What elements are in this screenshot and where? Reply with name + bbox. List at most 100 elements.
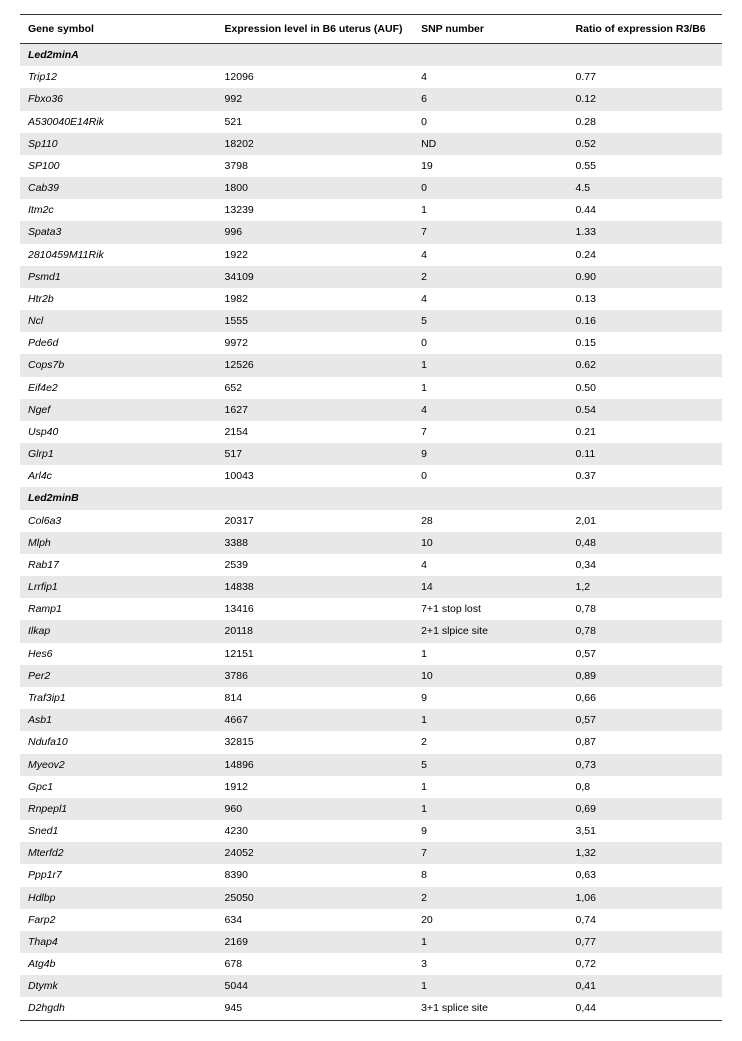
cell-snp: 5 — [413, 310, 567, 332]
table-row: 2810459M11Rik192240.24 — [20, 244, 722, 266]
cell-expression: 10043 — [217, 465, 414, 487]
cell-gene: Hes6 — [20, 643, 217, 665]
cell-gene: Ramp1 — [20, 598, 217, 620]
cell-snp: 7 — [413, 221, 567, 243]
table-row: Sp11018202ND0.52 — [20, 133, 722, 155]
cell-snp: 1 — [413, 931, 567, 953]
cell-expression: 521 — [217, 111, 414, 133]
table-row: Trip121209640.77 — [20, 66, 722, 88]
cell-expression: 14838 — [217, 576, 414, 598]
cell-expression: 678 — [217, 953, 414, 975]
cell-expression: 18202 — [217, 133, 414, 155]
table-row: Farp2634200,74 — [20, 909, 722, 931]
section-title: Led2minA — [20, 44, 722, 67]
cell-snp: 20 — [413, 909, 567, 931]
table-row: Hdlbp2505021,06 — [20, 887, 722, 909]
cell-gene: Ngef — [20, 399, 217, 421]
table-row: Dtymk504410,41 — [20, 975, 722, 997]
cell-gene: Rab17 — [20, 554, 217, 576]
cell-ratio: 0.90 — [568, 266, 722, 288]
cell-snp: 3+1 splice site — [413, 997, 567, 1020]
table-row: Itm2c1323910.44 — [20, 199, 722, 221]
table-row: Thap4216910,77 — [20, 931, 722, 953]
cell-gene: Farp2 — [20, 909, 217, 931]
cell-gene: Ilkap — [20, 620, 217, 642]
table-row: Traf3ip181490,66 — [20, 687, 722, 709]
cell-snp: 2 — [413, 731, 567, 753]
cell-gene: Hdlbp — [20, 887, 217, 909]
cell-gene: Ncl — [20, 310, 217, 332]
cell-gene: Traf3ip1 — [20, 687, 217, 709]
cell-gene: 2810459M11Rik — [20, 244, 217, 266]
table-row: Fbxo3699260.12 — [20, 88, 722, 110]
table-body: Led2minATrip121209640.77Fbxo3699260.12A5… — [20, 44, 722, 1021]
cell-snp: 2+1 slpice site — [413, 620, 567, 642]
cell-ratio: 0,73 — [568, 754, 722, 776]
cell-snp: 3 — [413, 953, 567, 975]
cell-snp: 7+1 stop lost — [413, 598, 567, 620]
cell-ratio: 0.50 — [568, 377, 722, 399]
cell-expression: 12096 — [217, 66, 414, 88]
cell-snp: 28 — [413, 510, 567, 532]
cell-ratio: 1,2 — [568, 576, 722, 598]
cell-expression: 25050 — [217, 887, 414, 909]
cell-ratio: 0,78 — [568, 598, 722, 620]
cell-ratio: 2,01 — [568, 510, 722, 532]
cell-gene: Rnpepl1 — [20, 798, 217, 820]
cell-snp: 1 — [413, 975, 567, 997]
cell-gene: Ndufa10 — [20, 731, 217, 753]
cell-expression: 4230 — [217, 820, 414, 842]
table-row: Rab17253940,34 — [20, 554, 722, 576]
cell-snp: 0 — [413, 111, 567, 133]
table-row: Psmd13410920.90 — [20, 266, 722, 288]
section-row: Led2minA — [20, 44, 722, 67]
col-snp: SNP number — [413, 15, 567, 44]
table-row: Pde6d997200.15 — [20, 332, 722, 354]
cell-ratio: 0,89 — [568, 665, 722, 687]
table-row: Atg4b67830,72 — [20, 953, 722, 975]
cell-expression: 517 — [217, 443, 414, 465]
cell-snp: 10 — [413, 532, 567, 554]
cell-gene: Asb1 — [20, 709, 217, 731]
cell-gene: Sned1 — [20, 820, 217, 842]
cell-expression: 996 — [217, 221, 414, 243]
cell-snp: 4 — [413, 399, 567, 421]
cell-ratio: 0,41 — [568, 975, 722, 997]
cell-snp: 10 — [413, 665, 567, 687]
table-row: A530040E14Rik52100.28 — [20, 111, 722, 133]
cell-expression: 2539 — [217, 554, 414, 576]
col-expression: Expression level in B6 uterus (AUF) — [217, 15, 414, 44]
table-row: Rnpepl196010,69 — [20, 798, 722, 820]
cell-expression: 13239 — [217, 199, 414, 221]
cell-expression: 14896 — [217, 754, 414, 776]
cell-gene: Psmd1 — [20, 266, 217, 288]
page: Gene symbol Expression level in B6 uteru… — [0, 0, 742, 1041]
cell-ratio: 0.24 — [568, 244, 722, 266]
cell-ratio: 0,66 — [568, 687, 722, 709]
cell-expression: 4667 — [217, 709, 414, 731]
cell-expression: 12526 — [217, 354, 414, 376]
table-header: Gene symbol Expression level in B6 uteru… — [20, 15, 722, 44]
cell-gene: Myeov2 — [20, 754, 217, 776]
cell-gene: Mlph — [20, 532, 217, 554]
cell-ratio: 1.33 — [568, 221, 722, 243]
cell-gene: Gpc1 — [20, 776, 217, 798]
table-row: Arl4c1004300.37 — [20, 465, 722, 487]
cell-gene: Fbxo36 — [20, 88, 217, 110]
cell-ratio: 1,32 — [568, 842, 722, 864]
cell-ratio: 1,06 — [568, 887, 722, 909]
table-row: Cab39180004.5 — [20, 177, 722, 199]
cell-ratio: 0,74 — [568, 909, 722, 931]
cell-gene: Cops7b — [20, 354, 217, 376]
cell-gene: D2hgdh — [20, 997, 217, 1020]
cell-ratio: 0,8 — [568, 776, 722, 798]
cell-snp: 0 — [413, 465, 567, 487]
table-row: Myeov21489650,73 — [20, 754, 722, 776]
cell-gene: Lrrfip1 — [20, 576, 217, 598]
cell-ratio: 4.5 — [568, 177, 722, 199]
cell-gene: Glrp1 — [20, 443, 217, 465]
cell-expression: 5044 — [217, 975, 414, 997]
table-row: Ndufa103281520,87 — [20, 731, 722, 753]
cell-snp: 9 — [413, 443, 567, 465]
cell-ratio: 0,44 — [568, 997, 722, 1020]
